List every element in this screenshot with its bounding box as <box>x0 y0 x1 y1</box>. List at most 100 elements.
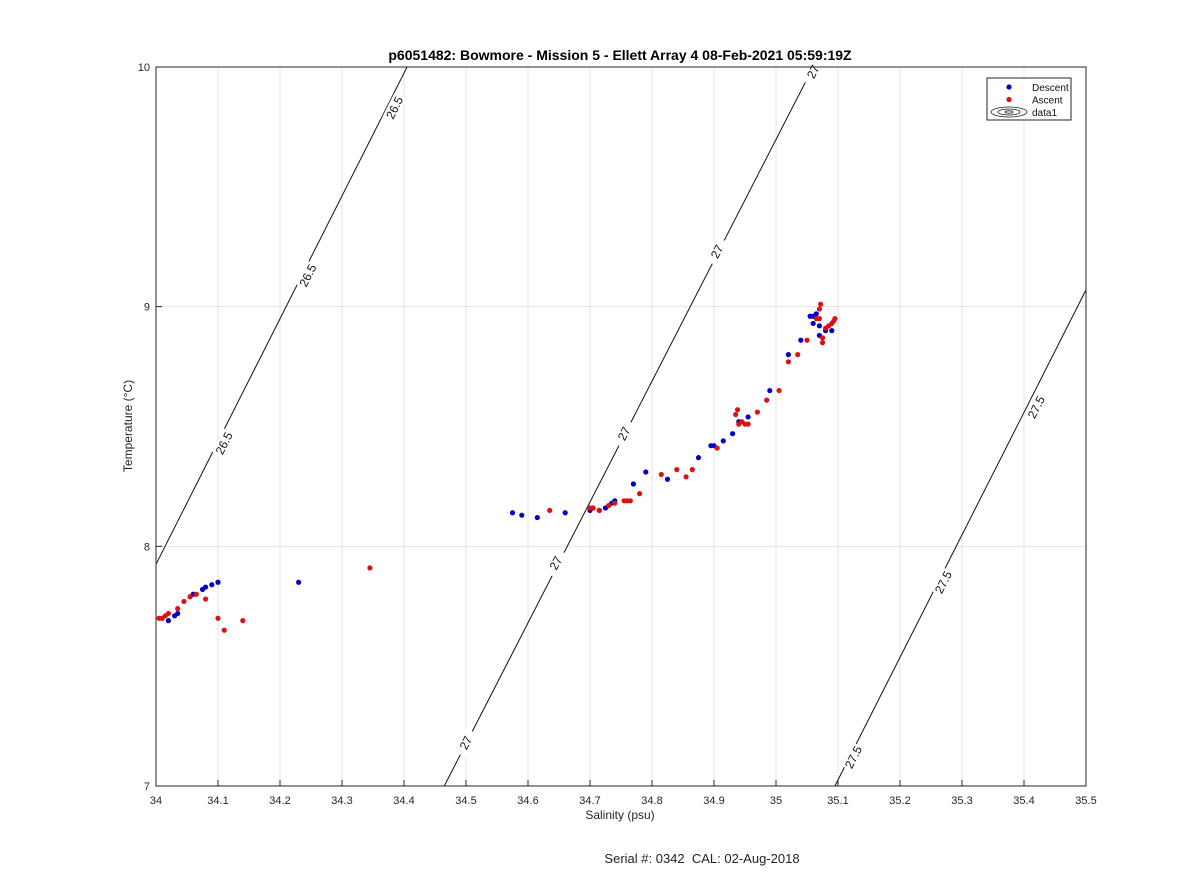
descent-point <box>203 584 209 590</box>
descent-point <box>720 438 726 444</box>
x-axis-label: Salinity (psu) <box>585 808 654 822</box>
ascent-point <box>203 596 209 602</box>
ascent-point <box>175 606 181 612</box>
legend-contour-icon <box>990 106 1028 118</box>
contour-line-27.5 <box>834 289 1087 787</box>
descent-point <box>767 387 773 394</box>
ascent-point <box>818 301 824 307</box>
x-tick-label: 34.8 <box>641 795 662 807</box>
ascent-point <box>683 474 689 480</box>
x-tick-label: 34.5 <box>455 795 476 807</box>
contour-label-bg <box>801 57 826 87</box>
x-tick-label: 35 <box>770 795 782 807</box>
contour-label-bg <box>543 548 569 578</box>
legend-marker <box>1006 96 1012 103</box>
descent-point <box>813 311 819 317</box>
ascent-point <box>776 387 782 394</box>
ascent-point <box>187 594 193 600</box>
contour-label-bg <box>931 567 956 598</box>
contour-label: 27 <box>708 242 727 261</box>
x-tick-label: 34.1 <box>207 795 228 807</box>
x-tick-label: 34.4 <box>393 795 414 807</box>
ascent-point <box>819 335 826 341</box>
contour-label: 27 <box>457 733 476 752</box>
y-axis-label: Temperature (°C) <box>121 380 135 472</box>
legend-entry-label: Descent <box>1032 83 1069 94</box>
ascent-point <box>734 407 741 413</box>
contour-label-bg <box>704 236 730 267</box>
ascent-point <box>745 421 751 427</box>
x-tick-label: 34 <box>150 795 162 807</box>
contour-label-bg <box>1024 392 1049 423</box>
descent-point <box>816 323 823 329</box>
chart-title: p6051482: Bowmore - Mission 5 - Ellett A… <box>388 47 852 63</box>
legend-entry-label: Ascent <box>1032 96 1063 107</box>
descent-point <box>630 481 637 487</box>
descent-point <box>643 469 649 475</box>
descent-point <box>664 476 671 482</box>
footer-caption: Serial #: 0342 CAL: 02-Aug-2018 <box>0 851 1200 866</box>
ascent-point <box>764 397 770 403</box>
legend-marker <box>1006 84 1012 90</box>
ascent-point <box>819 340 826 346</box>
x-tick-label: 35.3 <box>951 795 972 807</box>
descent-point <box>509 510 516 516</box>
ascent-point <box>795 352 801 358</box>
x-tick-label: 35.5 <box>1075 795 1096 807</box>
ascent-point <box>754 409 761 415</box>
contour-label-bg <box>212 428 237 459</box>
x-tick-label: 34.9 <box>703 795 724 807</box>
ascent-point <box>816 316 823 322</box>
x-tick-label: 35.2 <box>889 795 910 807</box>
descent-point <box>519 512 525 518</box>
descent-point <box>695 455 702 461</box>
ascent-point <box>674 467 680 473</box>
contour-line-26.5 <box>155 66 408 565</box>
ascent-point <box>658 471 664 478</box>
ascent-point <box>181 598 187 605</box>
x-tick-label: 35.1 <box>827 795 848 807</box>
descent-point <box>175 610 181 617</box>
y-tick-label: 10 <box>138 62 150 74</box>
contour-label-bg <box>453 728 479 758</box>
descent-point <box>215 579 221 585</box>
ascent-point <box>221 627 227 633</box>
legend-box <box>986 77 1072 121</box>
ascent-point <box>714 445 720 451</box>
descent-point <box>829 328 835 334</box>
y-tick-label: 9 <box>144 302 150 314</box>
ascent-point <box>547 507 553 513</box>
ascent-point <box>804 337 810 343</box>
ascent-point <box>816 306 823 312</box>
ascent-point <box>240 618 246 624</box>
ascent-point <box>627 498 633 504</box>
ascent-point <box>165 610 171 617</box>
ascent-point <box>612 500 618 506</box>
y-tick-label: 7 <box>144 781 150 793</box>
x-tick-label: 34.7 <box>579 795 600 807</box>
ascent-point <box>606 502 612 509</box>
descent-point <box>165 618 171 624</box>
legend-entry-label: data1 <box>1032 108 1057 119</box>
descent-point <box>730 431 736 437</box>
x-tick-label: 34.3 <box>331 795 352 807</box>
ascent-point <box>832 316 838 322</box>
contour-label-bg <box>611 418 637 449</box>
x-tick-label: 35.4 <box>1013 795 1034 807</box>
descent-point <box>562 510 568 516</box>
y-axis-ticks: 7 8 9 10 <box>138 62 162 793</box>
ascent-point <box>193 591 199 597</box>
ascent-point <box>596 507 602 513</box>
ascent-point <box>785 359 792 365</box>
contour-label-bg <box>295 260 321 291</box>
descent-point <box>810 320 816 327</box>
legend-contour-icon <box>1004 110 1014 114</box>
contour-label-bg <box>841 742 866 773</box>
contour-label: 27 <box>547 554 566 573</box>
ascent-point <box>733 411 739 418</box>
contour-label-bg <box>382 92 407 123</box>
ascent-point <box>215 615 221 621</box>
